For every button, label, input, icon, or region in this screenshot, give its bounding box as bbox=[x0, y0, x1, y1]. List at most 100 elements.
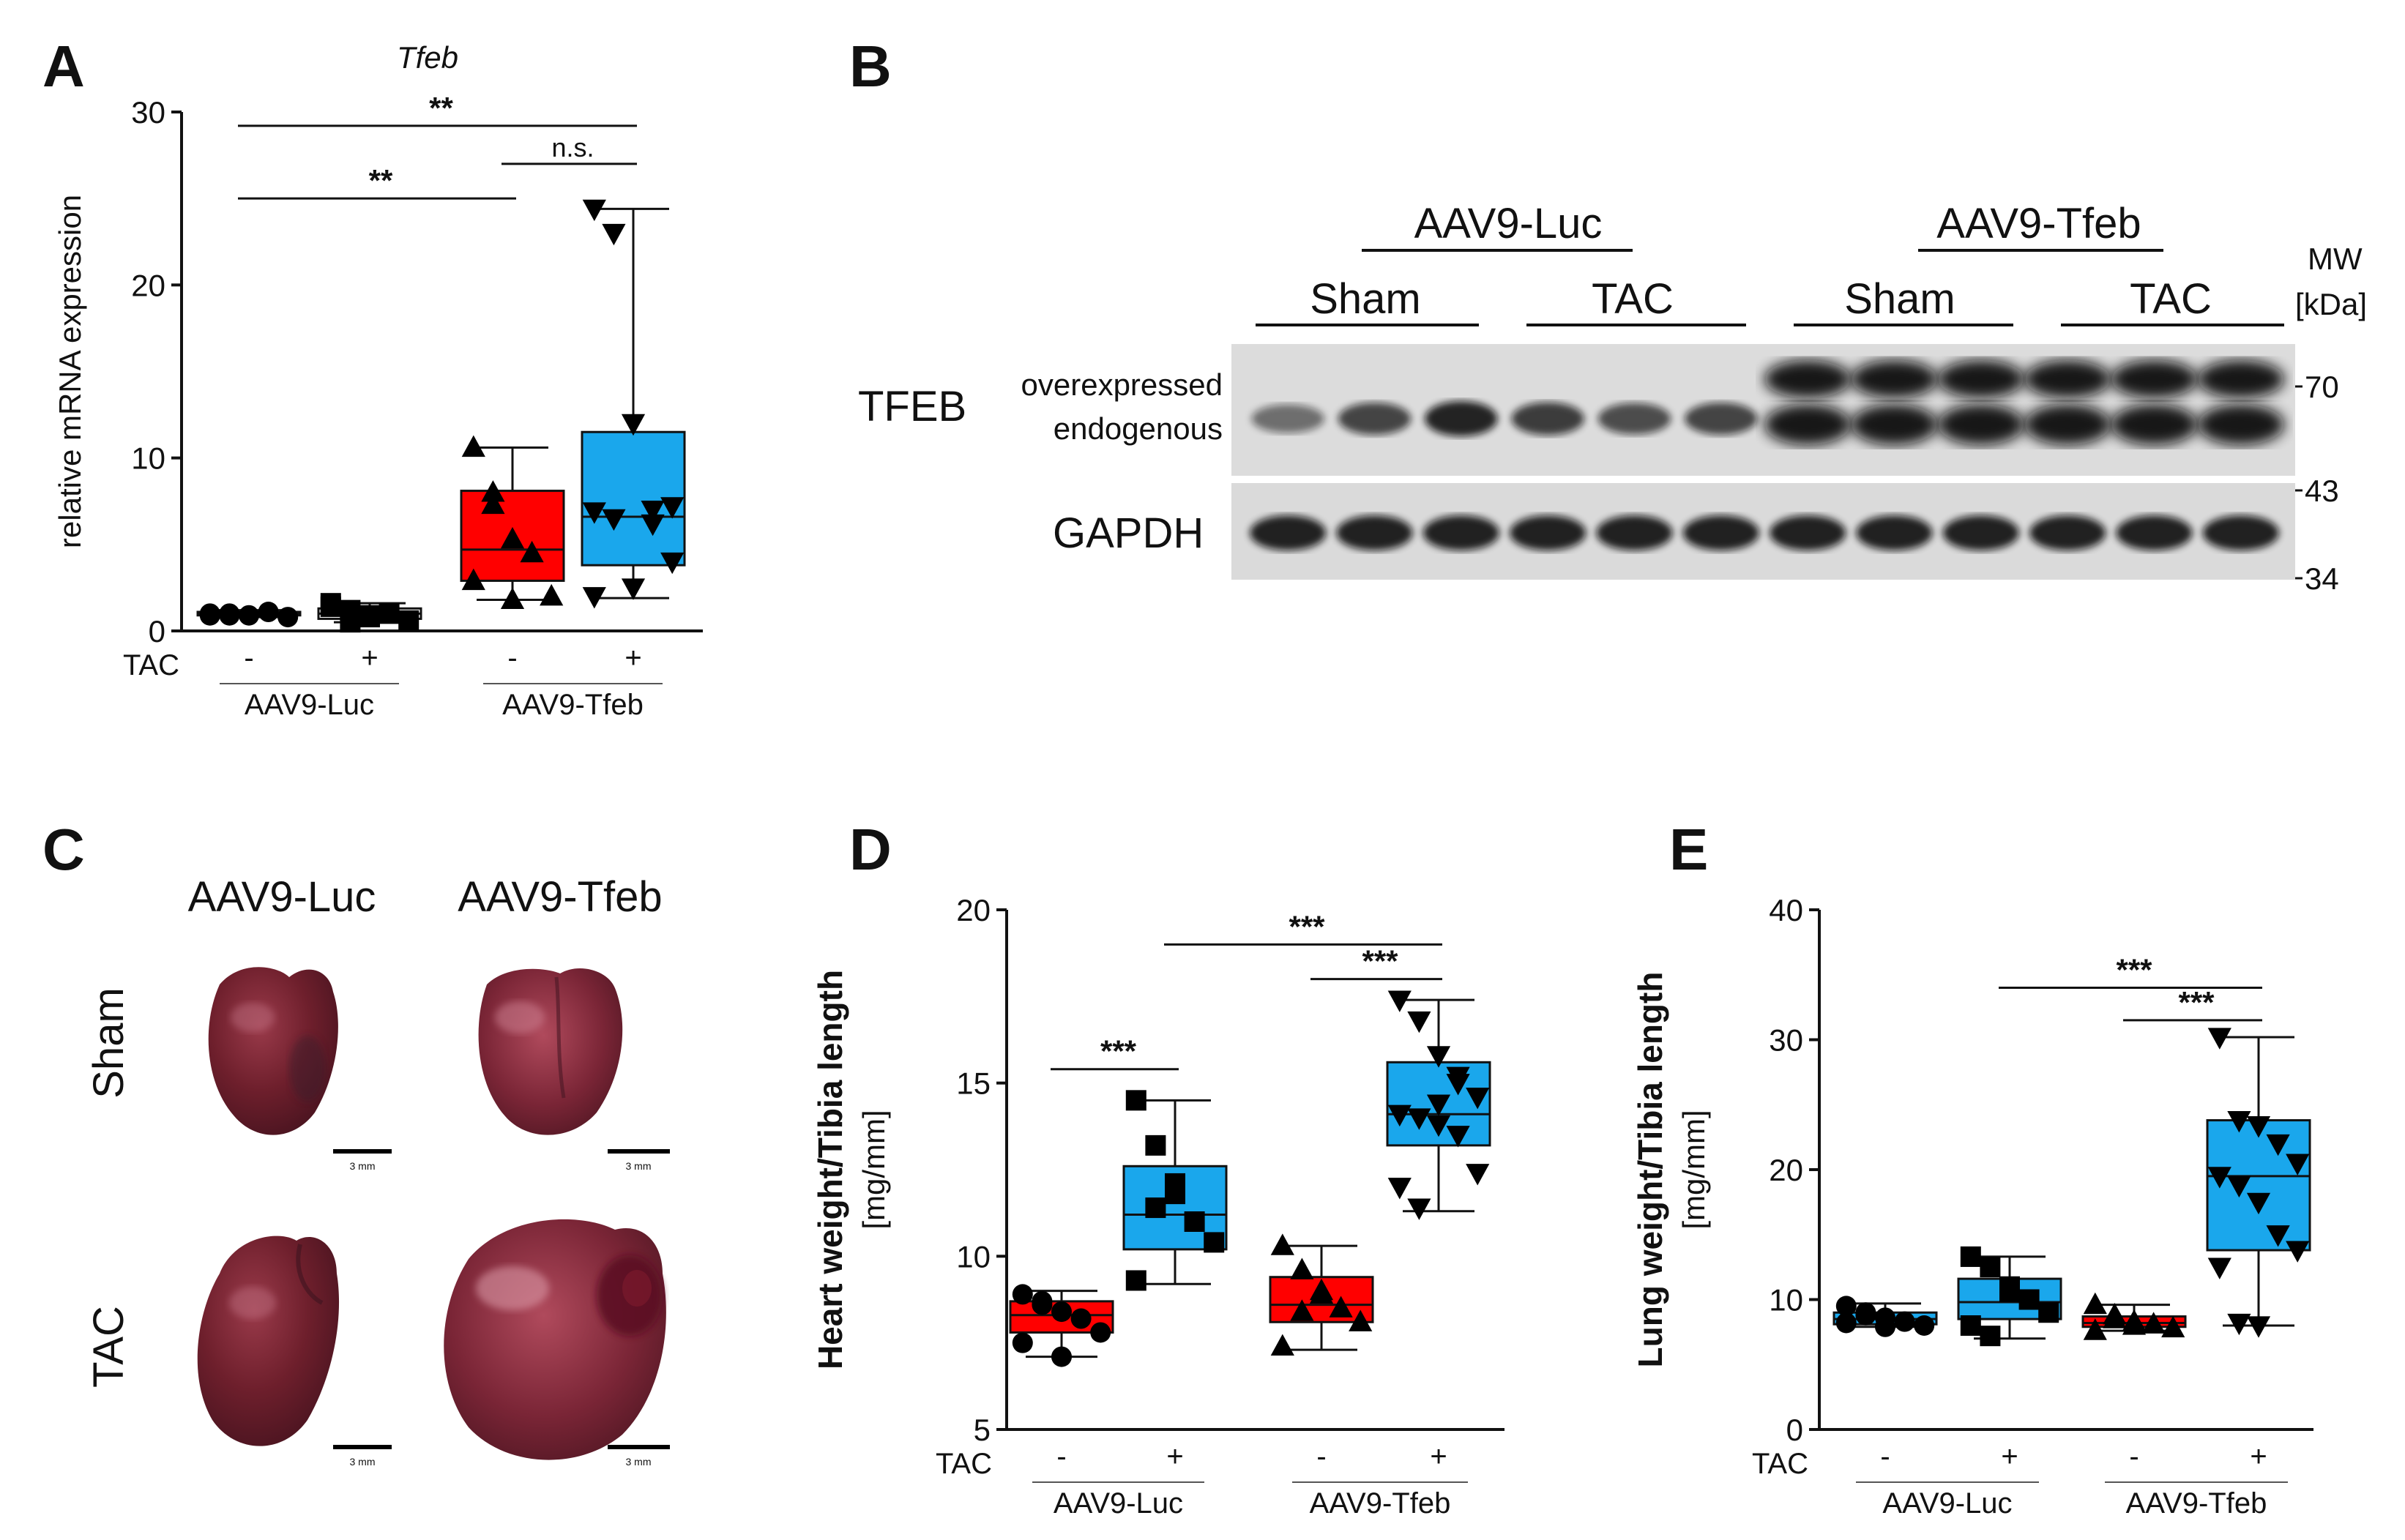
chart-e-point-3-0 bbox=[2207, 1028, 2231, 1050]
chart-a-point-3-3 bbox=[641, 500, 665, 523]
chart-d-point-3-0 bbox=[1387, 990, 1412, 1012]
scale-label-4: 3 mm bbox=[626, 1456, 652, 1468]
chart-d-ytick-label-0: 5 bbox=[974, 1413, 991, 1447]
chart-d-group-tfeb: AAV9-Tfeb bbox=[1310, 1487, 1451, 1520]
blot-band-tfeb-endo-4 bbox=[1597, 403, 1671, 435]
chart-e-point-0-4 bbox=[1914, 1315, 1935, 1336]
blot-band-tfeb-over-6 bbox=[1764, 360, 1852, 398]
scale-bar-2: 3 mm bbox=[608, 1149, 670, 1172]
panel-letter-b: B bbox=[849, 34, 892, 99]
chart-d-point-3-11 bbox=[1407, 1198, 1431, 1220]
chart-a-sig-label-0: ** bbox=[369, 163, 393, 198]
blot-cond-4: TAC bbox=[2130, 275, 2212, 323]
chart-d-point-2-5 bbox=[1270, 1334, 1294, 1356]
chart-a-tac-label: TAC bbox=[123, 649, 179, 681]
chart-a-ytick-label-2: 20 bbox=[131, 268, 165, 302]
chart-a-point-3-2 bbox=[621, 414, 646, 436]
chart-e-box-2 bbox=[2081, 1292, 2187, 1340]
chart-a-ytick-label-3: 30 bbox=[131, 95, 165, 130]
chart-a-point-2-7 bbox=[500, 587, 525, 610]
chart-e-point-0-5 bbox=[1835, 1312, 1857, 1334]
chart-e-point-3-10 bbox=[2207, 1257, 2231, 1279]
chart-a-point-2-4 bbox=[540, 583, 564, 606]
chart-a-point-3-6 bbox=[602, 509, 626, 531]
chart-a-tac-sign-1: + bbox=[361, 642, 378, 674]
chart-e-point-0-6 bbox=[1855, 1304, 1876, 1326]
chart-d-ytick-label-1: 10 bbox=[956, 1239, 991, 1274]
chart-a-point-2-2 bbox=[500, 526, 525, 549]
chart-e-ytick-label-1: 10 bbox=[1769, 1283, 1803, 1317]
chart-d-point-3-10 bbox=[1387, 1178, 1412, 1200]
scale-label-2: 3 mm bbox=[626, 1160, 652, 1172]
chart-d-box-1 bbox=[1122, 1090, 1228, 1291]
blot-band-tfeb-over-9 bbox=[2024, 360, 2111, 398]
chart-e-box-1 bbox=[1957, 1246, 2062, 1347]
mw-marker-70: 70 bbox=[2305, 370, 2339, 404]
chart-d-box-3 bbox=[1386, 990, 1491, 1220]
blot-band-gapdh-1 bbox=[1336, 515, 1413, 550]
chart-d-tac-sign-3: + bbox=[1430, 1440, 1447, 1473]
chart-a-point-2-3 bbox=[520, 540, 544, 563]
chart-e-tac-sign-0: - bbox=[1880, 1440, 1890, 1473]
heart-row-tac: TAC bbox=[85, 1306, 133, 1388]
chart-a-point-3-9 bbox=[660, 552, 685, 575]
chart-a-point-0-6 bbox=[219, 605, 240, 626]
blot-label-tfeb: TFEB bbox=[858, 383, 966, 430]
blot-label-endogenous: endogenous bbox=[1054, 411, 1223, 446]
blot-band-tfeb-endo-9 bbox=[2024, 404, 2111, 445]
chart-d-point-0-3 bbox=[1070, 1308, 1092, 1329]
chart-e-ylabel: Lung weight/Tibia length bbox=[1631, 972, 1669, 1368]
chart-d-ytick-label-3: 20 bbox=[956, 893, 991, 927]
chart-d-box-2 bbox=[1269, 1233, 1374, 1356]
chart-d-ytick-label-2: 15 bbox=[956, 1066, 991, 1101]
chart-a-group-luc: AAV9-Luc bbox=[245, 689, 374, 721]
blot-band-gapdh-0 bbox=[1250, 515, 1327, 550]
blot-band-tfeb-endo-3 bbox=[1511, 402, 1584, 436]
chart-e-point-3-7 bbox=[2246, 1192, 2271, 1215]
mw-marker-34: 34 bbox=[2305, 561, 2339, 596]
chart-a-point-1-3 bbox=[379, 603, 400, 624]
chart-d-point-1-6 bbox=[1145, 1197, 1166, 1219]
chart-a-point-0-3 bbox=[258, 602, 279, 623]
blot-band-gapdh-4 bbox=[1596, 515, 1673, 550]
chart-a-sig-label-1: ** bbox=[429, 91, 453, 125]
blot-band-tfeb-endo-2 bbox=[1425, 401, 1498, 436]
chart-d-point-3-13 bbox=[1446, 1074, 1470, 1096]
panel-letter-c: C bbox=[42, 817, 85, 882]
chart-d-point-2-4 bbox=[1349, 1309, 1373, 1331]
heart-image-tfeb-tac bbox=[444, 1219, 666, 1460]
chart-e-group-luc: AAV9-Luc bbox=[1882, 1487, 2012, 1520]
chart-e-tac-sign-3: + bbox=[2250, 1440, 2267, 1473]
chart-d-point-0-7 bbox=[1051, 1346, 1072, 1367]
chart-e-ytick-label-3: 30 bbox=[1769, 1023, 1803, 1058]
heart-col-tfeb: AAV9-Tfeb bbox=[458, 873, 662, 921]
chart-d-point-3-6 bbox=[1407, 1108, 1431, 1130]
chart-a-point-3-10 bbox=[582, 587, 606, 609]
blot-band-gapdh-6 bbox=[1770, 515, 1846, 550]
chart-e-point-1-1 bbox=[1980, 1257, 2001, 1278]
western-blot-panel: AAV9-Luc AAV9-Tfeb Sham TAC Sham TAC MW … bbox=[858, 200, 2367, 596]
chart-a-point-3-8 bbox=[641, 514, 665, 537]
scale-label-3: 3 mm bbox=[350, 1456, 376, 1468]
chart-e-point-3-5 bbox=[2207, 1167, 2231, 1189]
blot-band-tfeb-over-10 bbox=[2111, 360, 2198, 398]
chart-d-point-0-5 bbox=[1012, 1332, 1033, 1353]
chart-d-point-3-5 bbox=[1387, 1104, 1412, 1127]
chart-d-tac-sign-0: - bbox=[1056, 1440, 1066, 1473]
chart-d-point-2-3 bbox=[1329, 1296, 1353, 1317]
mw-title: MW bbox=[2308, 242, 2363, 276]
blot-band-gapdh-10 bbox=[2116, 515, 2193, 550]
chart-e-point-2-0 bbox=[2083, 1292, 2107, 1315]
chart-d-point-0-6 bbox=[1032, 1290, 1053, 1312]
chart-a-point-0-4 bbox=[277, 607, 299, 628]
chart-a-point-2-6 bbox=[481, 492, 505, 515]
chart-d-point-3-7 bbox=[1426, 1115, 1451, 1137]
chart-d-point-3-1 bbox=[1407, 1011, 1431, 1033]
chart-a-sig-label-2: n.s. bbox=[551, 132, 594, 162]
chart-e-point-3-3 bbox=[2266, 1134, 2290, 1156]
chart-d-ylabel: Heart weight/Tibia length bbox=[811, 970, 849, 1369]
chart-e-point-2-7 bbox=[2122, 1313, 2147, 1335]
chart-d-point-0-2 bbox=[1051, 1301, 1072, 1323]
blot-band-tfeb-endo-6 bbox=[1764, 404, 1852, 445]
blot-group-luc: AAV9-Luc bbox=[1414, 200, 1603, 247]
